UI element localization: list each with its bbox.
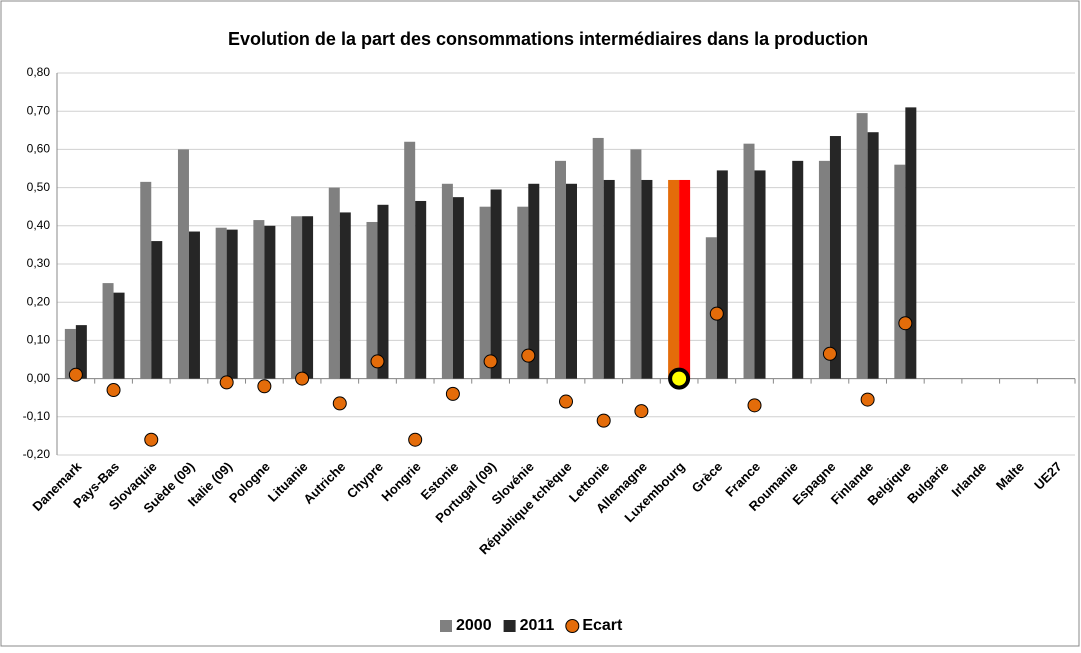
bar — [366, 221, 378, 379]
y-tick-label: -0,10 — [23, 409, 51, 423]
bar — [743, 143, 755, 379]
dot — [408, 432, 423, 447]
bar — [754, 170, 766, 379]
bar — [867, 132, 879, 379]
bar — [603, 179, 615, 379]
legend-label: Ecart — [582, 617, 623, 634]
bar — [705, 237, 717, 379]
dot — [822, 346, 837, 361]
bar — [630, 149, 642, 379]
dot — [559, 394, 573, 409]
bar — [566, 183, 577, 379]
bar — [792, 160, 804, 379]
bar — [102, 283, 114, 379]
dot — [634, 404, 649, 419]
bar — [215, 227, 227, 379]
y-tick-label: 0,50 — [27, 180, 51, 194]
bar — [905, 107, 917, 379]
dot — [860, 392, 875, 407]
bar — [818, 160, 830, 379]
bar — [641, 179, 653, 379]
dot — [521, 348, 536, 363]
bar — [894, 164, 906, 379]
legend-label: 2011 — [520, 617, 555, 634]
dot — [709, 306, 724, 321]
dot — [295, 371, 310, 386]
y-tick-label: 0,60 — [27, 142, 51, 156]
dot — [332, 396, 347, 411]
bar — [441, 183, 453, 379]
dot — [445, 386, 460, 401]
chart-title: Evolution de la part des consommations i… — [228, 29, 868, 49]
dot — [898, 316, 913, 331]
bar — [188, 231, 200, 379]
dot — [370, 354, 385, 369]
y-tick-label: 0,10 — [27, 333, 51, 347]
y-tick-label: 0,20 — [27, 294, 51, 308]
bar — [302, 216, 314, 379]
dot — [596, 413, 611, 428]
bar — [490, 189, 502, 379]
bar — [75, 325, 87, 379]
bar — [151, 241, 163, 379]
dot — [257, 379, 272, 394]
dot — [106, 383, 121, 398]
bar — [679, 179, 691, 379]
legend-label: 2000 — [456, 617, 492, 634]
bar — [452, 197, 464, 379]
bar — [479, 206, 491, 379]
dot — [483, 354, 498, 369]
bar — [716, 170, 728, 379]
y-tick-label: 0,80 — [27, 65, 51, 79]
bar — [226, 229, 238, 379]
bar — [668, 179, 680, 379]
bar — [328, 187, 340, 379]
bar — [264, 225, 276, 379]
bar — [517, 206, 529, 379]
legend-swatch — [440, 620, 452, 632]
bar — [177, 149, 189, 379]
y-tick-label: 0,00 — [27, 371, 51, 385]
y-tick-label: -0,20 — [23, 447, 51, 461]
bar — [592, 137, 604, 379]
dot — [144, 432, 159, 447]
bar — [528, 183, 540, 379]
dot — [219, 375, 234, 390]
y-tick-label: 0,70 — [27, 103, 51, 117]
y-tick-label: 0,40 — [27, 218, 51, 232]
bar — [113, 292, 125, 379]
dot — [747, 398, 762, 413]
dot — [668, 367, 691, 390]
bar — [339, 212, 351, 379]
bar — [555, 160, 566, 379]
bar — [140, 181, 152, 379]
bar — [856, 113, 868, 379]
bar — [404, 141, 416, 379]
legend-swatch — [503, 620, 516, 632]
legend-swatch — [565, 619, 580, 633]
bar — [829, 136, 841, 379]
bar — [415, 200, 427, 379]
bar — [291, 216, 303, 379]
dot — [68, 367, 83, 382]
bar — [253, 220, 265, 379]
bar — [64, 328, 76, 379]
y-tick-label: 0,30 — [27, 256, 51, 270]
bar — [377, 204, 389, 379]
